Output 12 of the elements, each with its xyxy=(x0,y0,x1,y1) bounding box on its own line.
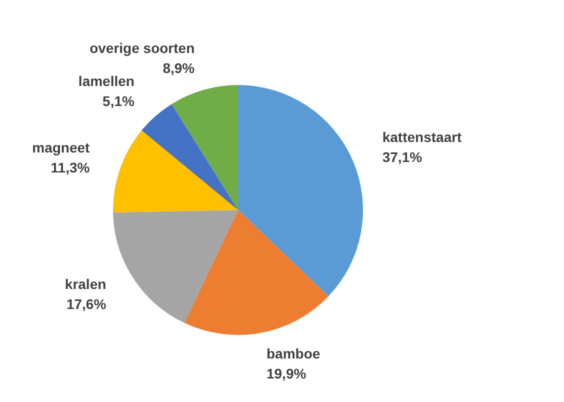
data-label: 11,3% xyxy=(50,159,90,176)
slice-label: kralen xyxy=(64,276,106,292)
data-label: 8,9% xyxy=(162,60,196,76)
slice-label: magneet xyxy=(32,139,90,156)
data-label: 5,1% xyxy=(102,92,135,109)
slice-label: overige soorten xyxy=(90,40,195,56)
slice-label: kattenstaart xyxy=(382,129,462,146)
slice-label: lamellen xyxy=(78,72,134,89)
data-label: 19,9% xyxy=(266,365,307,382)
data-label: 17,6% xyxy=(66,296,107,312)
data-label: 37,1% xyxy=(382,149,423,166)
slice-label: bamboe xyxy=(266,345,320,362)
